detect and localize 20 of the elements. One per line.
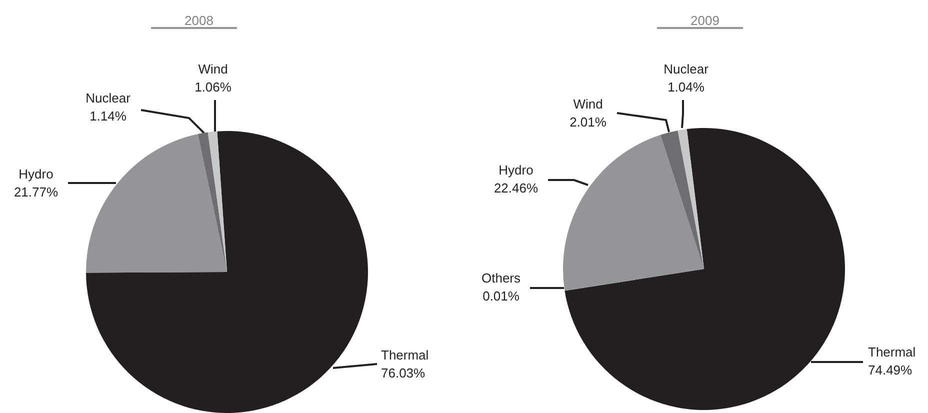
chart-title: 2009 [690,13,720,28]
data-label: 1.06% [194,80,232,94]
data-label: 2.01% [570,114,607,130]
data-label: 0.01% [482,288,520,304]
chart-title: 2008 [184,13,214,28]
slice-label: Others [481,270,522,286]
data-label: 76.03% [381,366,426,380]
slice-label: Wind [573,96,603,112]
slice-label: Thermal [381,348,429,362]
slice-label: Thermal [868,344,916,360]
data-label: 74.49% [868,362,913,378]
slice-label: Nuclear [664,62,710,76]
slice-label: Hydro [498,162,534,178]
data-label: 1.14% [90,108,127,124]
slice-label: Nuclear [86,90,132,106]
slice-label: Wind [198,62,228,76]
data-label: 21.77% [14,184,58,200]
data-label: 22.46% [494,180,538,196]
slice-label: Hydro [18,166,54,182]
data-label: 1.04% [668,80,705,94]
